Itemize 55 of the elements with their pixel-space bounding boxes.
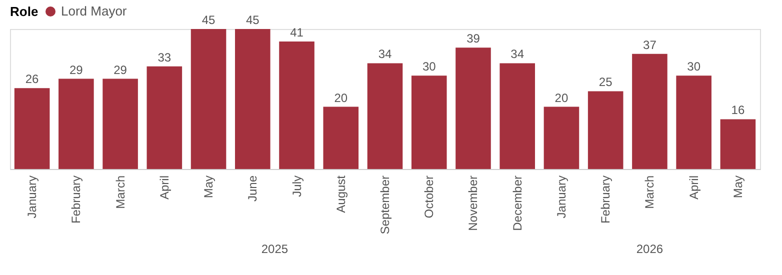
bar: [146, 66, 182, 169]
x-tick-label: November: [466, 176, 480, 231]
data-label: 30: [422, 60, 436, 74]
bar: [544, 106, 580, 169]
data-label: 37: [643, 38, 657, 52]
bar: [500, 63, 535, 169]
bar: [632, 54, 668, 169]
x-tick-label: January: [554, 176, 568, 218]
bar: [676, 76, 712, 169]
bar: [190, 29, 226, 169]
data-label: 20: [554, 90, 568, 105]
bar: [456, 48, 491, 169]
x-tick-label: February: [598, 176, 613, 224]
x-tick-label: May: [730, 176, 745, 198]
x-tick-label: March: [642, 176, 657, 209]
bar: [588, 91, 624, 169]
data-label: 20: [334, 90, 348, 105]
data-label: 45: [246, 13, 260, 27]
x-tick-label: August: [334, 174, 348, 213]
data-label: 29: [114, 62, 128, 77]
bar: [279, 41, 314, 169]
x-tick-label: May: [202, 176, 216, 198]
x-tick-label: June: [246, 175, 260, 202]
x-tick-label: September: [378, 176, 392, 234]
data-label: 16: [731, 103, 745, 118]
bar: [367, 63, 403, 169]
x-tick-label: April: [686, 176, 701, 200]
text: 2025: [261, 242, 288, 256]
data-label: 29: [69, 62, 84, 77]
data-label: 39: [466, 32, 480, 46]
data-label: 45: [202, 13, 216, 27]
data-label: 41: [290, 25, 304, 40]
data-label: 30: [687, 60, 701, 74]
x-tick-label: October: [422, 176, 436, 218]
text: 2026: [636, 242, 664, 256]
x-tick-label: March: [113, 176, 128, 209]
legend-title: Role: [10, 4, 38, 19]
data-label: 26: [25, 72, 40, 86]
data-label: 33: [158, 50, 172, 64]
x-tick-label: December: [510, 176, 524, 231]
bar: [323, 106, 359, 169]
bar: [411, 76, 447, 169]
data-label: 25: [598, 75, 613, 90]
bar: [235, 29, 270, 169]
bar: [58, 78, 94, 169]
x-tick-label: February: [69, 176, 84, 224]
x-tick-label: January: [25, 176, 40, 218]
x-tick-label: July: [290, 176, 304, 197]
bar: [14, 88, 50, 169]
x-tick-label: April: [157, 176, 172, 200]
bar: [102, 78, 138, 169]
data-label: 34: [510, 47, 524, 62]
legend-label: Lord Mayor: [61, 4, 128, 18]
bar: [720, 119, 756, 169]
data-label: 34: [378, 47, 392, 62]
